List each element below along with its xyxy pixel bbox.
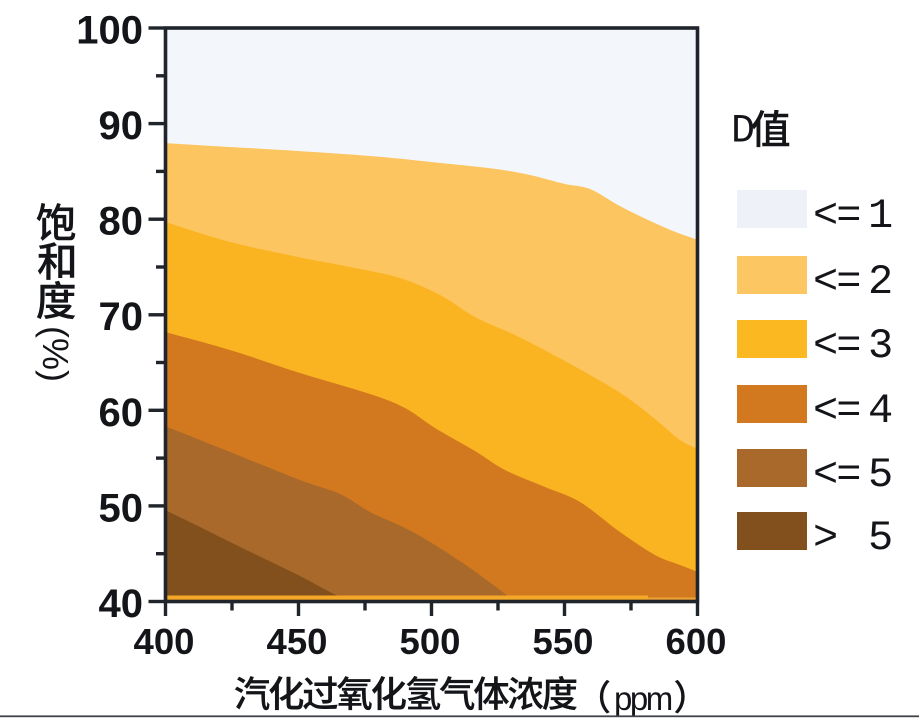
svg-text:<=: <= [813,387,859,435]
svg-text:4: 4 [868,387,893,435]
svg-text:3: 3 [868,322,893,370]
svg-text:<=: <= [813,258,859,306]
svg-text:>: > [813,514,836,562]
svg-text:2: 2 [868,258,893,306]
svg-text:<=: <= [813,192,859,240]
svg-text:80: 80 [99,200,144,244]
svg-text:60: 60 [99,391,144,435]
svg-text:40: 40 [99,582,144,626]
svg-text:90: 90 [99,104,144,148]
svg-text:5: 5 [868,514,893,562]
svg-text:100: 100 [76,9,143,53]
svg-text:1: 1 [868,192,893,240]
svg-text:450: 450 [267,621,328,662]
svg-text:5: 5 [868,451,893,499]
svg-text:50: 50 [99,486,144,530]
svg-text:<=: <= [813,322,859,370]
svg-text:550: 550 [533,621,594,662]
svg-text:D: D [731,110,755,155]
svg-text:400: 400 [134,621,195,662]
svg-text:<=: <= [813,451,859,499]
svg-text:600: 600 [666,621,727,662]
svg-text:500: 500 [400,621,461,662]
svg-text:ppm: ppm [614,680,672,717]
svg-text:(%): (%) [35,326,76,382]
svg-text:70: 70 [99,295,144,339]
